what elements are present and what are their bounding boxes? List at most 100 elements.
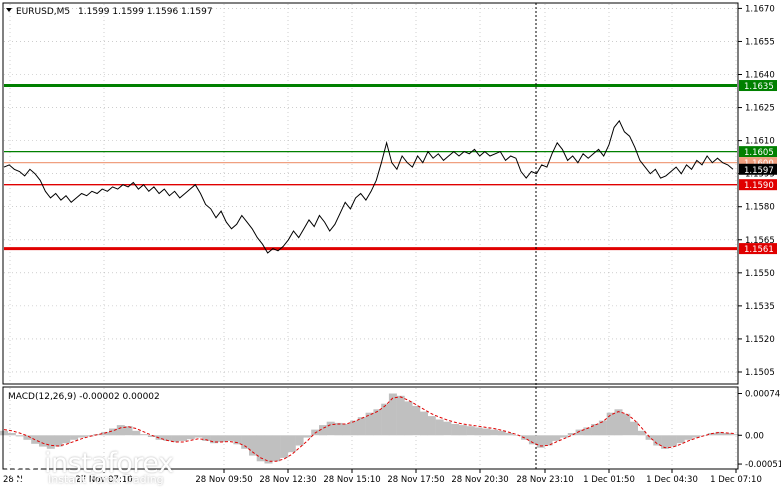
macd-bar (668, 435, 677, 447)
macd-bar (521, 435, 530, 440)
macd-bar (692, 435, 701, 438)
level-tag-1.1597 (739, 163, 777, 175)
macd-bar (186, 435, 195, 440)
ohlc-readout: 1.1599 1.1599 1.1596 1.1597 (78, 7, 213, 17)
time-tick-label: 27 Nov 07:10 (75, 475, 132, 485)
price-tick-label: 1.1520 (745, 335, 775, 345)
macd-bar (622, 413, 631, 436)
macd-label: MACD(12,26,9) -0.00002 0.00002 (8, 392, 160, 402)
price-tick-label: 1.1625 (745, 104, 775, 114)
macd-bar (140, 434, 149, 436)
time-tick-label: 28 Nov 09:50 (195, 475, 252, 485)
macd-bar (147, 435, 156, 437)
watermark-brand: instaforex (44, 448, 174, 479)
time-tick-label: 28 Nov 20:30 (451, 475, 508, 485)
macd-bar (645, 435, 654, 440)
time-tick-label: 28 Nov 23:10 (516, 475, 573, 485)
time-tick-label: 28 Nov 15:10 (323, 475, 380, 485)
macd-bar (583, 427, 592, 436)
macd-tick-label: 0.00 (745, 431, 764, 441)
macd-signal-line (3, 396, 736, 462)
macd-bar (490, 429, 498, 436)
time-tick-label: 1 Dec 04:30 (646, 475, 698, 485)
macd-bar (0, 430, 9, 436)
macd-bar (676, 435, 685, 444)
time-tick-label: 28 Nov 17:50 (387, 475, 444, 485)
macd-axis: 0.00074 0.00 -0.00051 (738, 390, 781, 470)
macd-bar (241, 435, 250, 449)
level-tag-1.1561 (739, 243, 777, 255)
price-tick-label: 1.1670 (745, 4, 775, 14)
price-tick-label: 1.1580 (745, 203, 775, 213)
macd-bar (109, 428, 117, 436)
symbol-title: EURUSD,M5 (16, 7, 70, 17)
macd-bar (458, 425, 467, 436)
macd-bar (179, 435, 187, 441)
macd-bar (630, 421, 638, 436)
macd-bar (412, 405, 421, 436)
macd-bar (513, 435, 522, 436)
macd-bar (482, 428, 491, 436)
macd-bar (124, 426, 133, 436)
macd-bar (575, 429, 584, 436)
macd-bar (388, 393, 397, 436)
macd-bar (171, 435, 180, 443)
macd-bar (194, 435, 203, 438)
macd-bar (303, 435, 312, 438)
level-label: 1.1635 (744, 82, 774, 92)
macd-bar (256, 435, 265, 462)
macd-bar (536, 435, 545, 448)
macd-bar (723, 433, 732, 436)
macd-bar (684, 435, 693, 440)
macd-bar (497, 430, 506, 436)
macd-bar (598, 420, 607, 436)
macd-bar (155, 435, 164, 440)
macd-bar (606, 412, 615, 436)
macd-bar (163, 435, 172, 441)
macd-bar (567, 433, 576, 436)
macd-bar (591, 424, 600, 436)
level-label: 1.1590 (744, 181, 774, 191)
macd-bar (552, 435, 561, 441)
macd-bar (451, 424, 460, 436)
price-tick-label: 1.1535 (745, 302, 775, 312)
price-tick-label: 1.1655 (745, 37, 775, 47)
macd-bar (132, 430, 141, 436)
time-tick-label: 1 Dec 07:10 (710, 475, 762, 485)
macd-bar (249, 435, 257, 456)
macd-bar (217, 435, 226, 443)
macd-bar (210, 435, 219, 444)
macd-bar (560, 435, 568, 438)
macd-panel-frame (2, 386, 739, 470)
price-panel-frame (2, 2, 739, 385)
macd-bar (295, 435, 304, 446)
macd-bar (466, 426, 475, 436)
macd-bar (15, 435, 24, 437)
symbol-menu-arrow-icon[interactable] (6, 8, 12, 12)
level-tag-1.1605 (739, 146, 777, 158)
macd-bar (731, 434, 740, 436)
macd-bar (715, 431, 724, 436)
macd-bar (474, 427, 483, 436)
macd-bar (357, 417, 366, 436)
macd-tick-label: -0.00051 (745, 460, 781, 470)
macd-bar (420, 411, 428, 436)
watermark-tagline: Instant Forex Trading (48, 473, 164, 486)
macd-bar (404, 401, 413, 436)
price-tick-label: 1.1565 (745, 236, 775, 246)
macd-bar (365, 412, 374, 436)
macd-bar (637, 430, 646, 436)
macd-bar (280, 435, 289, 458)
macd-bar (614, 409, 623, 436)
macd-bar (287, 435, 296, 453)
macd-bar (23, 435, 32, 440)
macd-bar (505, 433, 514, 436)
time-tick-label: 1 Dec 01:50 (583, 475, 635, 485)
macd-bar (233, 435, 242, 445)
macd-bar (54, 435, 63, 447)
macd-bar (661, 435, 670, 449)
time-tick-label: 28 N (3, 475, 23, 485)
price-tick-label: 1.1610 (745, 137, 775, 147)
time-axis: 28 N 27 Nov 07:10 28 Nov 09:50 28 Nov 12:30… (3, 469, 762, 485)
